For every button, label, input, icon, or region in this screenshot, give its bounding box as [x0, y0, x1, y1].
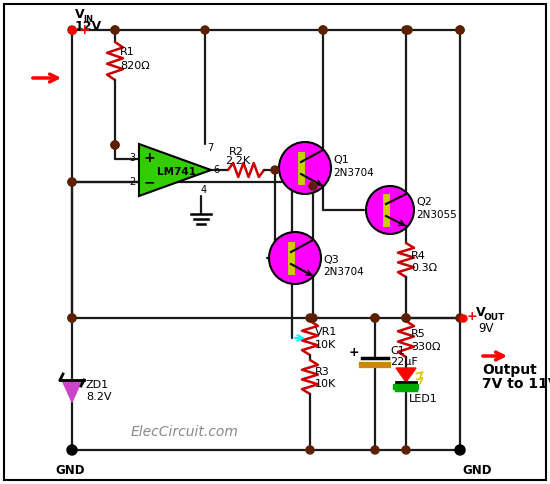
Text: Q3: Q3	[323, 255, 339, 265]
Circle shape	[68, 314, 76, 322]
Circle shape	[111, 26, 119, 34]
Circle shape	[309, 314, 317, 322]
Text: OUT: OUT	[484, 313, 505, 321]
Circle shape	[402, 314, 410, 322]
Text: +: +	[348, 347, 359, 360]
Circle shape	[309, 182, 317, 190]
Circle shape	[269, 232, 321, 284]
Circle shape	[371, 314, 379, 322]
Text: R2: R2	[229, 147, 244, 157]
Text: −: −	[143, 175, 155, 189]
Text: IN: IN	[83, 15, 93, 24]
Text: 6: 6	[213, 165, 219, 175]
Circle shape	[319, 26, 327, 34]
Text: 10K: 10K	[315, 340, 336, 350]
Text: R1: R1	[120, 47, 135, 57]
Text: R3: R3	[315, 367, 330, 377]
Text: 2.2K: 2.2K	[226, 156, 251, 166]
Circle shape	[68, 446, 76, 454]
Polygon shape	[396, 368, 416, 382]
Circle shape	[271, 166, 279, 174]
Text: V: V	[476, 306, 486, 319]
Circle shape	[371, 314, 379, 322]
Text: 2N3055: 2N3055	[416, 210, 456, 220]
Text: C1: C1	[390, 346, 405, 356]
Text: 3: 3	[129, 153, 135, 163]
Text: 9V: 9V	[478, 321, 493, 334]
Text: V: V	[75, 9, 85, 21]
Circle shape	[111, 141, 119, 149]
Text: 7: 7	[207, 143, 213, 153]
Circle shape	[68, 26, 76, 34]
Text: +: +	[79, 23, 91, 37]
Text: LM741: LM741	[157, 167, 196, 177]
Text: ElecCircuit.com: ElecCircuit.com	[131, 425, 239, 439]
Text: LED1: LED1	[409, 394, 438, 404]
Text: 7V to 11V: 7V to 11V	[482, 377, 550, 391]
Text: 820Ω: 820Ω	[120, 61, 150, 71]
Text: 330Ω: 330Ω	[411, 342, 441, 352]
Circle shape	[456, 446, 464, 454]
Text: GND: GND	[462, 464, 492, 477]
Text: +: +	[143, 151, 155, 165]
Circle shape	[67, 445, 77, 455]
Circle shape	[68, 178, 76, 186]
Text: 10K: 10K	[315, 379, 336, 389]
Polygon shape	[62, 380, 82, 402]
Text: R5: R5	[411, 329, 426, 339]
Circle shape	[402, 26, 410, 34]
Text: 2N3704: 2N3704	[323, 267, 364, 277]
Text: 0.3Ω: 0.3Ω	[411, 263, 437, 273]
Circle shape	[111, 141, 119, 149]
Circle shape	[371, 446, 379, 454]
Text: VR1: VR1	[315, 327, 337, 337]
Circle shape	[404, 26, 412, 34]
Circle shape	[402, 446, 410, 454]
Text: 22μF: 22μF	[390, 357, 418, 367]
Circle shape	[456, 314, 464, 322]
Circle shape	[366, 186, 414, 234]
Text: Q1: Q1	[333, 155, 349, 165]
Circle shape	[402, 314, 410, 322]
Circle shape	[306, 446, 314, 454]
Text: +: +	[467, 311, 477, 323]
Text: ZD1: ZD1	[86, 380, 109, 390]
Circle shape	[319, 26, 327, 34]
Circle shape	[279, 142, 331, 194]
Text: Q2: Q2	[416, 197, 432, 207]
Circle shape	[68, 314, 76, 322]
Circle shape	[455, 445, 465, 455]
Circle shape	[68, 178, 76, 186]
Polygon shape	[139, 144, 211, 196]
Text: 8.2V: 8.2V	[86, 392, 112, 402]
Text: GND: GND	[55, 464, 85, 477]
Circle shape	[201, 26, 209, 34]
Text: Output: Output	[482, 363, 537, 377]
Text: 2N3704: 2N3704	[333, 168, 374, 178]
Text: 2: 2	[129, 177, 135, 187]
Text: R4: R4	[411, 251, 426, 261]
Text: 12V: 12V	[75, 20, 102, 33]
Text: 4: 4	[201, 185, 207, 195]
Circle shape	[111, 26, 119, 34]
Circle shape	[456, 26, 464, 34]
Circle shape	[306, 314, 314, 322]
Circle shape	[456, 26, 464, 34]
